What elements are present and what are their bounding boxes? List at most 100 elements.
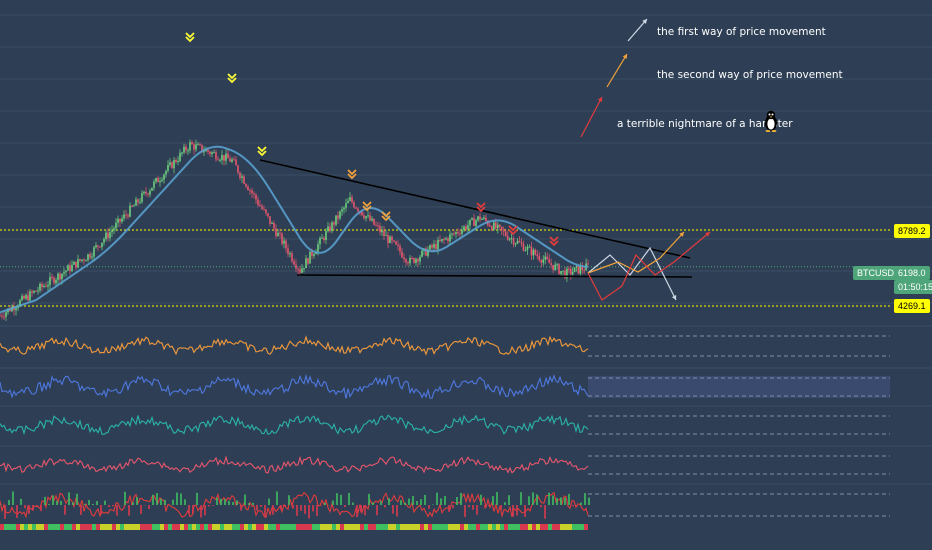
signal-cell <box>400 524 404 530</box>
signal-cell <box>192 524 196 530</box>
indicator-bar <box>92 503 94 505</box>
candle-body <box>303 268 305 270</box>
indicator-panel-5-line <box>0 491 589 519</box>
indicator-bar <box>336 493 338 505</box>
candle-body <box>506 235 509 240</box>
candle-body <box>177 160 179 162</box>
nightmare-path-head <box>705 232 710 237</box>
signal-cell <box>448 524 452 530</box>
signal-cell <box>72 524 76 530</box>
indicator-bar <box>128 505 130 516</box>
signal-cell <box>504 524 508 530</box>
candle-body <box>341 209 343 212</box>
indicator-bar <box>4 505 6 519</box>
candle-body <box>313 254 315 256</box>
indicator-bar <box>192 505 194 514</box>
signal-cell <box>96 524 100 530</box>
ticker-tag: BTCUSD <box>853 266 899 280</box>
indicator-bar <box>316 505 318 516</box>
signal-cell <box>392 524 396 530</box>
indicator-bar <box>568 493 570 505</box>
candle-body <box>199 144 201 146</box>
indicator-bar <box>460 492 462 505</box>
indicator-bar <box>208 505 210 507</box>
candle-body <box>496 224 499 229</box>
candle-body <box>153 181 155 188</box>
candle-body <box>115 222 117 229</box>
candle-body <box>385 235 387 237</box>
indicator-bar <box>64 505 66 515</box>
candle-body <box>289 253 291 255</box>
candle-body <box>571 272 574 275</box>
indicator-bar <box>116 505 118 516</box>
candle-body <box>339 211 341 219</box>
signal-cell <box>476 524 480 530</box>
signal-cell <box>496 524 500 530</box>
candle-body <box>459 233 461 235</box>
signal-cell <box>492 524 496 530</box>
signal-cell <box>336 524 340 530</box>
signal-cell <box>544 524 548 530</box>
candle-body <box>367 215 369 217</box>
candle-body <box>15 308 17 311</box>
indicator-bar <box>164 499 166 505</box>
indicator-bar <box>360 505 362 513</box>
candle-body <box>243 176 245 184</box>
indicator-bar <box>588 497 590 505</box>
candle-body <box>181 152 183 154</box>
second-way-path-head <box>679 232 684 237</box>
signal-cell <box>416 524 420 530</box>
candle-body <box>581 266 584 270</box>
indicator-bar <box>392 505 394 514</box>
candle-body <box>105 232 107 240</box>
signal-cell <box>532 524 536 530</box>
candle-body <box>25 295 27 299</box>
candle-body <box>411 258 413 260</box>
indicator-bar <box>384 505 386 508</box>
indicator-bar <box>60 500 62 505</box>
indicator-bar <box>572 505 574 507</box>
candle-body <box>285 240 287 249</box>
indicator-bar <box>580 502 582 505</box>
nightmare-label: a terrible nightmare of a hamster <box>617 118 793 130</box>
signal-cell <box>228 524 232 530</box>
indicator-bar <box>280 505 282 510</box>
candle-body <box>528 246 531 248</box>
candle-body <box>127 215 129 217</box>
indicator-bar <box>564 497 566 505</box>
indicator-bar <box>104 500 106 505</box>
last-price-tag: 6198.0 <box>894 266 930 280</box>
indicator-bar <box>408 498 410 505</box>
candle-body <box>575 266 578 268</box>
signal-cell <box>204 524 208 530</box>
candle-body <box>81 259 83 261</box>
signal-cell <box>56 524 60 530</box>
candle-body <box>211 152 213 154</box>
candle-body <box>163 174 165 180</box>
signal-cell <box>256 524 260 530</box>
candle-body <box>427 249 429 256</box>
indicator-bar <box>264 505 266 518</box>
candle-body <box>49 276 51 285</box>
candle-body <box>0 315 1 317</box>
signal-cell <box>260 524 264 530</box>
signal-cell <box>140 524 144 530</box>
indicator-bar <box>324 502 326 505</box>
indicator-bar <box>188 505 190 514</box>
candle-body <box>165 170 167 175</box>
signal-cell <box>584 524 588 530</box>
candle-body <box>209 151 211 154</box>
candle-body <box>61 273 63 280</box>
penguin-icon <box>765 110 777 132</box>
indicator-bar <box>344 505 346 508</box>
second-way-label: the second way of price movement <box>657 69 843 81</box>
signal-cell <box>412 524 416 530</box>
candle-body <box>353 202 355 208</box>
indicator-bar <box>340 494 342 505</box>
signal-cell <box>180 524 184 530</box>
candle-body <box>429 245 431 250</box>
candle-body <box>317 244 319 252</box>
candle-body <box>445 238 447 240</box>
signal-cell <box>580 524 584 530</box>
